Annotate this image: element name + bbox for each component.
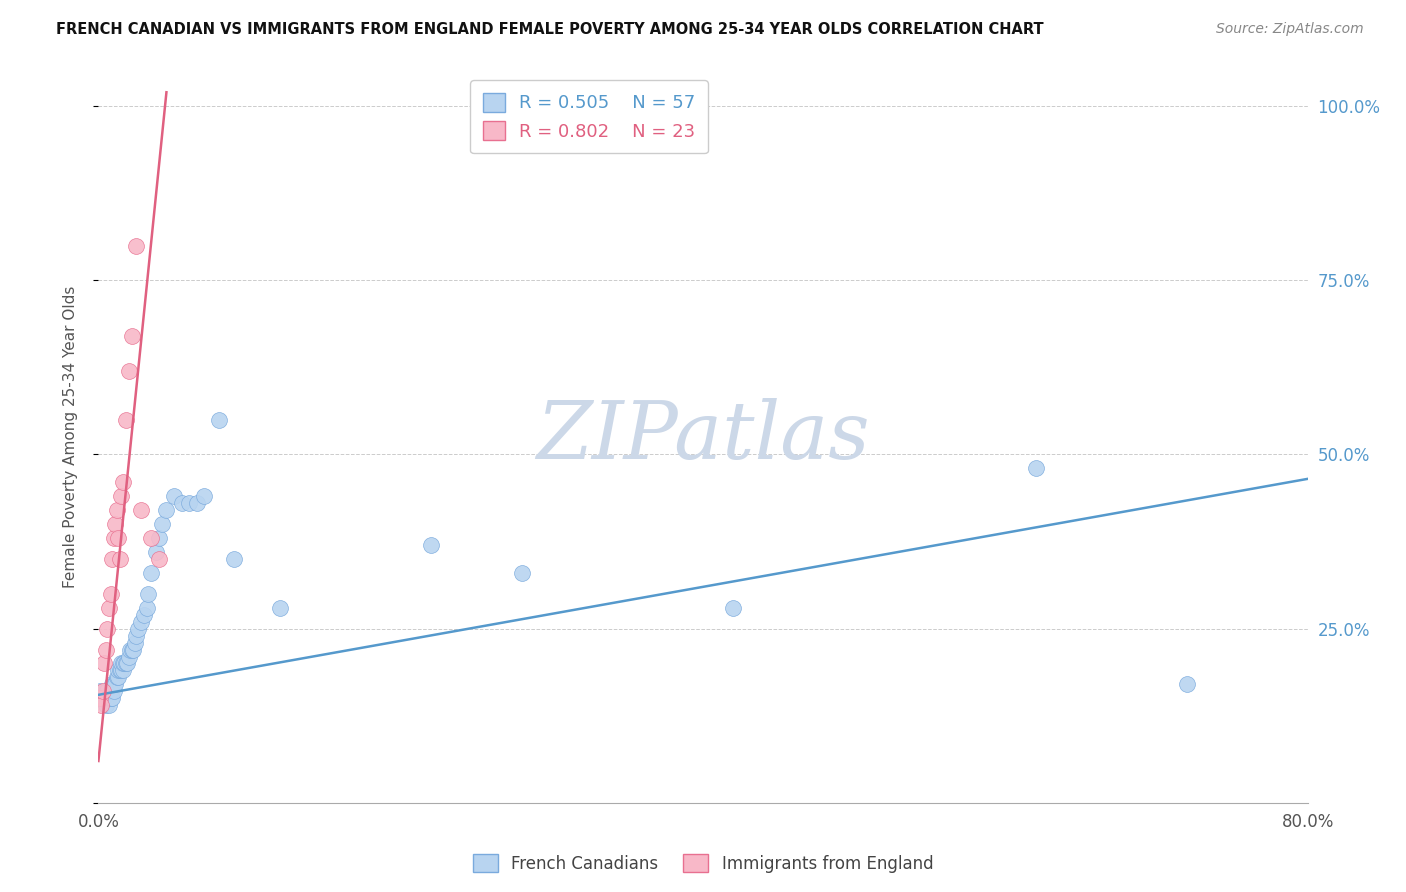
Point (110, 657, 132, 671)
Point (100, 691, 122, 706)
Point (93, 657, 115, 671)
Point (186, 496, 208, 510)
Point (129, 503, 152, 517)
Point (179, 496, 201, 510)
Point (104, 517, 127, 532)
Point (103, 677, 125, 691)
Point (108, 552, 131, 566)
Legend: French Canadians, Immigrants from England: French Canadians, Immigrants from Englan… (467, 847, 939, 880)
Point (170, 496, 193, 510)
Point (101, 677, 124, 691)
Point (90, 691, 112, 706)
Point (94, 698, 117, 713)
Point (141, 566, 163, 580)
Point (510, 566, 533, 580)
Point (89, 691, 111, 706)
Point (98, 600, 121, 615)
Text: ZIPatlas: ZIPatlas (536, 399, 870, 475)
Point (145, 545, 167, 559)
Y-axis label: Female Poverty Among 25-34 Year Olds: Female Poverty Among 25-34 Year Olds (63, 286, 77, 588)
Point (120, 642, 142, 657)
Point (105, 670, 128, 684)
Point (269, 600, 291, 615)
Point (94, 642, 117, 657)
Point (111, 475, 134, 490)
Point (118, 649, 141, 664)
Point (104, 677, 127, 691)
Point (125, 629, 148, 643)
Point (90, 698, 112, 713)
Point (93, 691, 115, 706)
Point (155, 503, 177, 517)
Point (96, 691, 118, 706)
Point (101, 691, 124, 706)
Point (136, 587, 159, 601)
Point (121, 329, 143, 343)
Point (91, 691, 114, 706)
Point (110, 489, 132, 503)
Point (105, 503, 128, 517)
Point (114, 412, 136, 426)
Point (224, 552, 246, 566)
Point (125, 238, 148, 252)
Point (111, 657, 134, 671)
Point (115, 657, 138, 671)
Point (148, 531, 170, 545)
Text: FRENCH CANADIAN VS IMMIGRANTS FROM ENGLAND FEMALE POVERTY AMONG 25-34 YEAR OLDS : FRENCH CANADIAN VS IMMIGRANTS FROM ENGLA… (56, 22, 1043, 37)
Point (1024, 461, 1046, 475)
Point (141, 531, 163, 545)
Point (100, 684, 122, 698)
Point (101, 552, 124, 566)
Point (112, 657, 135, 671)
Point (96, 622, 118, 636)
Point (208, 412, 231, 426)
Point (121, 642, 143, 657)
Point (111, 664, 134, 678)
Point (1175, 677, 1198, 691)
Legend: R = 0.505    N = 57, R = 0.802    N = 23: R = 0.505 N = 57, R = 0.802 N = 23 (470, 80, 707, 153)
Point (107, 664, 129, 678)
Point (163, 489, 186, 503)
Point (118, 364, 141, 378)
Point (107, 670, 129, 684)
Point (91, 684, 114, 698)
Point (420, 538, 443, 552)
Point (94, 684, 117, 698)
Point (98, 698, 121, 713)
Point (103, 684, 125, 698)
Point (107, 531, 129, 545)
Point (135, 600, 157, 615)
Point (127, 622, 149, 636)
Point (100, 587, 122, 601)
Point (96, 684, 118, 698)
Point (150, 517, 173, 532)
Point (148, 552, 170, 566)
Point (129, 615, 152, 629)
Point (124, 635, 146, 649)
Point (89, 684, 111, 698)
Text: Source: ZipAtlas.com: Source: ZipAtlas.com (1216, 22, 1364, 37)
Point (110, 664, 132, 678)
Point (723, 600, 745, 615)
Point (108, 664, 131, 678)
Point (98, 691, 121, 706)
Point (132, 607, 155, 622)
Point (122, 642, 145, 657)
Point (193, 489, 215, 503)
Point (114, 657, 136, 671)
Point (103, 531, 125, 545)
